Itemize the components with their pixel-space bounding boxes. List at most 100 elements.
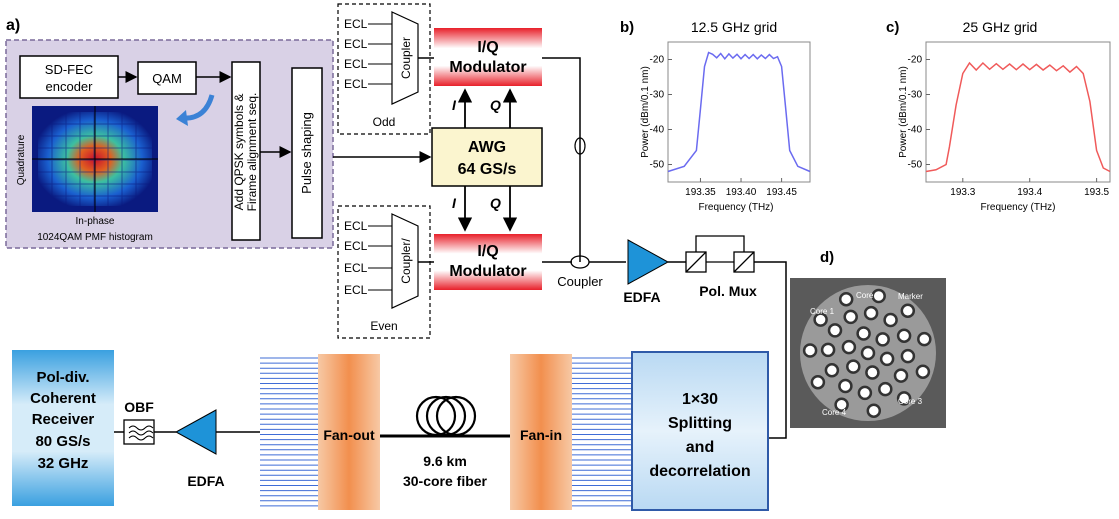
obf-filter [123,419,155,445]
ecl-label: ECL [344,37,368,51]
panel-c-title: 25 GHz grid [963,19,1038,35]
sd-fec-encoder-box [19,55,119,99]
x-tick-label: 193.45 [766,187,797,198]
x-tick-label: 193.4 [1017,187,1042,198]
fiber-core [875,332,890,347]
fiber-core [883,312,898,328]
panel-c-spectrum-line [925,61,1111,173]
encoder-label: encoder [46,79,94,94]
fiber-core [810,374,826,390]
coupler-odd-label: Coupler [399,37,413,79]
inphase-label: In-phase [76,216,115,227]
core4-label: Core 4 [822,408,847,417]
rx-line1: Pol-div. [36,369,89,386]
fiber-core [838,378,853,394]
fiber-core [860,345,876,361]
qpsk-label-line2: Firame alignment seq. [245,93,259,212]
fan-out-device [318,354,380,510]
fiber-core [896,391,912,406]
fiber-core [915,364,931,379]
fan-in-device [510,354,572,510]
fiber-core [863,305,879,321]
quadrature-label: Quadrature [16,134,27,185]
panel-d-label: d) [820,249,834,266]
i-label-bottom: I [452,195,457,211]
split-line4: decorrelation [649,463,750,480]
fiber-core [857,385,873,401]
output-coupler-label: Coupler [557,274,603,289]
marker-label: Marker [898,292,923,301]
fiber-core [893,368,909,383]
fiber-core [879,351,895,367]
fiber-length-label: 9.6 km [423,453,467,469]
fiber-bundle-lines [260,357,632,507]
pulse-shaping-label: Pulse shaping [299,112,314,194]
panel-a-label: a) [6,17,20,34]
dsp-panel: a) SD-FEC encoder QAM [5,17,432,249]
panel-b-title: 12.5 GHz grid [691,19,777,35]
panel-b-xlabel: Frequency (THz) [698,202,773,213]
pol-mux [685,235,755,273]
edfa-tx-amplifier [627,239,670,285]
fan-in-label: Fan-in [520,427,562,443]
fiber-core [917,331,932,347]
modulator-bottom-label: Modulator [449,263,526,280]
fiber-core [820,342,836,358]
qam-histogram [32,106,158,212]
odd-label: Odd [373,115,396,129]
x-tick-label: 193.5 [1084,187,1109,198]
core1-label: Core 1 [810,307,835,316]
fiber-core [827,323,843,338]
obf-label: OBF [124,399,154,415]
y-tick-label: -20 [908,55,923,66]
fiber-core [843,309,858,325]
x-tick-label: 193.3 [950,187,975,198]
iq-modulator-bottom: I/Q Modulator [434,234,542,290]
fiber-core [900,303,916,319]
fiber-core [813,312,828,327]
qpsk-frame-box [231,61,261,241]
even-label: Even [370,319,397,333]
edfa-rx-amplifier [174,409,217,455]
sd-fec-label: SD-FEC [45,62,93,77]
y-tick-label: -50 [650,160,665,171]
pulse-shaping-box [291,67,323,239]
rx-line3: Receiver [32,411,95,428]
split-line2: Splitting [668,415,732,432]
pol-mux-label: Pol. Mux [699,283,757,299]
ecl-label: ECL [344,283,368,297]
y-tick-label: -50 [908,160,923,171]
y-tick-label: -20 [650,55,665,66]
ecl-label: ECL [344,219,368,233]
splitting-box: 1×30 Splitting and decorrelation [631,351,769,511]
core3-label: Core 3 [898,397,923,406]
iq-bottom-label: I/Q [477,243,498,260]
fiber-core [846,359,861,374]
awg-label: AWG [468,139,506,156]
x-tick-label: 193.40 [726,187,757,198]
receiver-box: Pol-div. Coherent Receiver 80 GS/s 32 GH… [12,350,114,506]
histogram-caption: 1024QAM PMF histogram [37,232,153,243]
fiber-core [841,339,857,355]
fiber-cross-section: d) Core 2 Marker Core 1 Core 3 Core 4 [790,249,946,428]
x-tick-label: 193.35 [685,187,716,198]
panel-b-label: b) [620,19,634,36]
ecl-label: ECL [344,77,368,91]
fiber-core [900,348,916,364]
fiber-core [856,326,871,341]
iq-top-label: I/Q [477,39,498,56]
core2-label: Core 2 [856,291,881,300]
ecl-label: ECL [344,239,368,253]
spectrum-panel-b: b) 12.5 GHz grid Power (dBm/0.1 nm) Freq… [620,19,811,213]
panel-c-plot-area [925,41,1111,183]
coupler-even-label: Coupler/ [399,238,413,284]
qam-label: QAM [152,71,182,86]
y-tick-label: -30 [650,90,665,101]
awg-box: AWG 64 GS/s [431,127,543,187]
fiber-core [878,381,893,397]
panel-c-ylabel: Power (dBm/0.1 nm) [898,66,909,158]
split-line3: and [686,439,714,456]
fiber-core [871,288,886,304]
panel-b-spectrum-line [667,51,811,173]
